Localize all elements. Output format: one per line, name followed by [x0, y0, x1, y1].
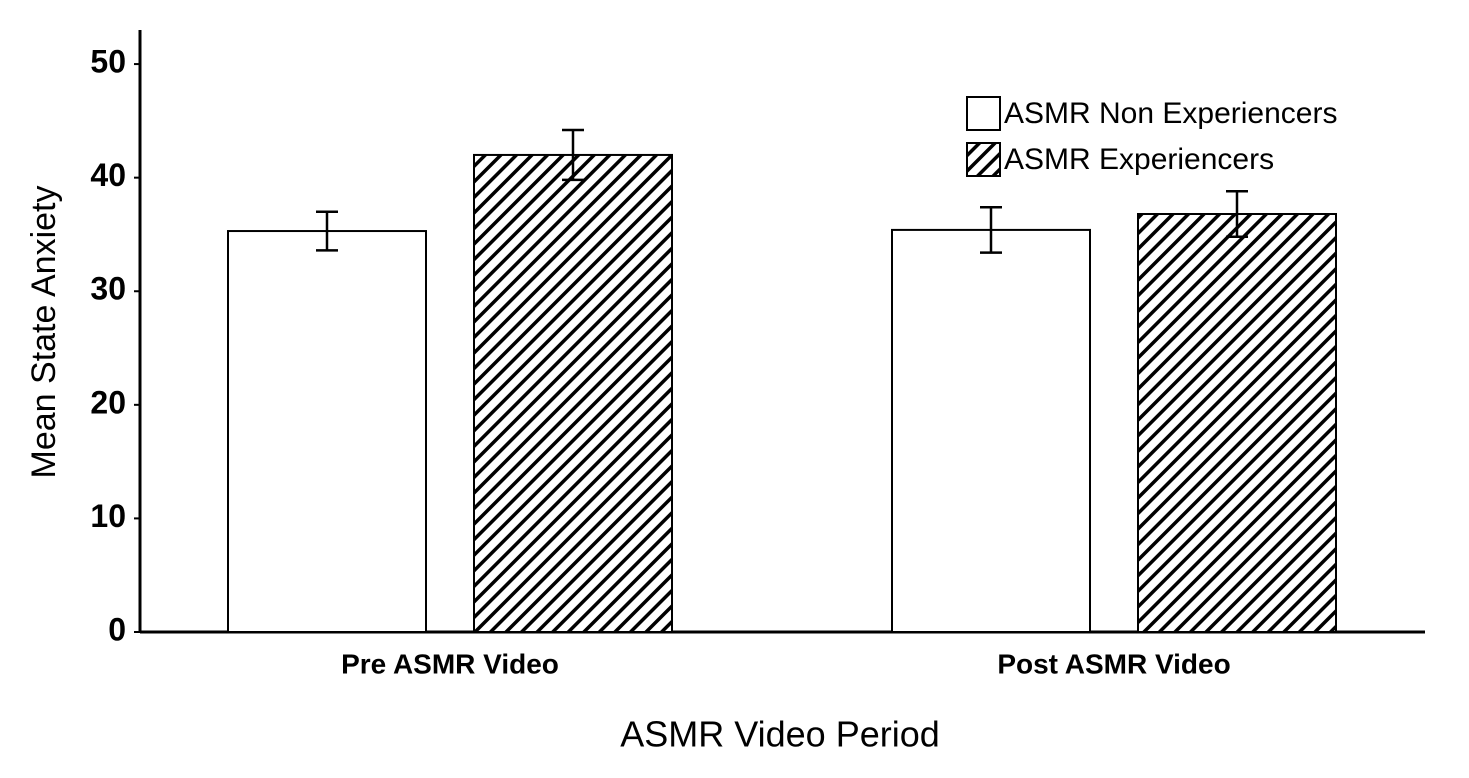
- y-axis-title: Mean State Anxiety: [25, 186, 63, 479]
- x-tick-label: Pre ASMR Video: [341, 648, 559, 679]
- y-tick-label: 30: [90, 271, 126, 307]
- legend-swatch: [966, 96, 1001, 131]
- legend-swatch: [966, 142, 1001, 177]
- error-bar: [562, 128, 584, 182]
- y-tick-label: 50: [90, 44, 126, 80]
- bar: [1137, 213, 1337, 634]
- error-bar: [980, 205, 1002, 254]
- x-tick-label: Post ASMR Video: [997, 648, 1230, 679]
- bar: [473, 153, 673, 633]
- y-tick-label: 40: [90, 157, 126, 193]
- y-tick-label: 10: [90, 498, 126, 534]
- bar: [891, 228, 1091, 634]
- legend-label: ASMR Non Experiencers: [1004, 97, 1337, 130]
- error-bar: [1226, 190, 1248, 238]
- legend-label: ASMR Experiencers: [1004, 143, 1274, 176]
- bar: [227, 230, 427, 633]
- error-bar: [316, 210, 338, 252]
- y-tick-label: 0: [108, 611, 126, 647]
- y-tick-label: 20: [90, 384, 126, 420]
- x-axis-title: ASMR Video Period: [620, 714, 940, 755]
